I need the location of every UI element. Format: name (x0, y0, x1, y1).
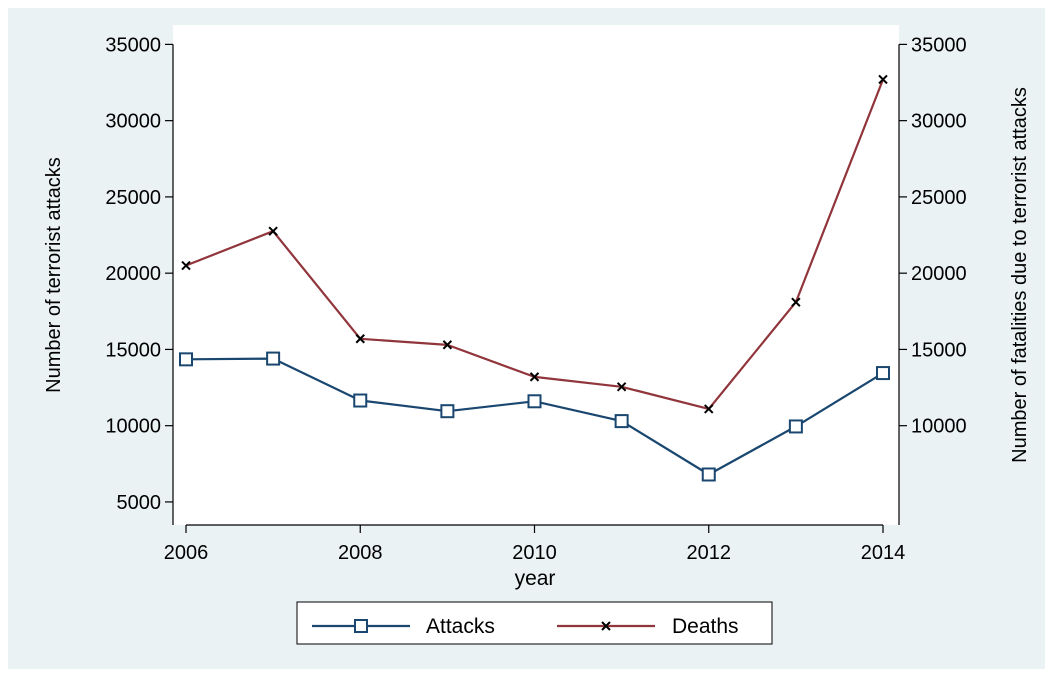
left-y-tick-label: 35000 (105, 34, 161, 56)
data-point-attacks (788, 419, 803, 434)
data-point-attacks (179, 352, 193, 367)
plot-area (173, 25, 899, 525)
data-point-attacks (876, 366, 890, 381)
right-y-tick-label: 20000 (911, 263, 967, 285)
x-tick-label: 2014 (861, 542, 906, 564)
data-point-attacks (701, 467, 716, 482)
legend-label: Deaths (672, 615, 739, 638)
data-point-deaths (442, 340, 453, 350)
data-point-attacks (527, 394, 542, 409)
series-attacks (179, 351, 890, 482)
data-point-deaths (355, 334, 365, 344)
data-point-deaths (616, 382, 627, 392)
legend-box (296, 601, 773, 645)
data-point-deaths (268, 226, 278, 236)
legend-item-deaths: Deaths (557, 615, 739, 638)
legend-label: Attacks (426, 615, 495, 638)
data-point-attacks (440, 404, 455, 419)
left-y-tick-label: 10000 (105, 416, 161, 438)
left-y-tick-label: 15000 (105, 339, 161, 361)
data-point-deaths (181, 260, 191, 271)
x-tick-label: 2010 (512, 542, 557, 564)
right-y-tick-label: 25000 (911, 187, 967, 209)
series-deaths (181, 74, 888, 414)
data-point-deaths (791, 297, 801, 307)
data-point-deaths (878, 74, 888, 85)
right-y-axis-label: Number of fatalities due to terrorist at… (1009, 87, 1031, 463)
data-point-deaths (704, 404, 714, 414)
series-layer (179, 74, 890, 482)
right-y-tick-label: 15000 (911, 339, 967, 361)
right-y-tick-label: 35000 (911, 34, 967, 56)
data-point-deaths (529, 372, 540, 382)
left-y-tick-label: 20000 (105, 263, 161, 285)
legend-swatch-marker (354, 619, 368, 633)
legend-item-attacks: Attacks (312, 615, 495, 638)
left-y-axis-label: Number of terrorist attacks (43, 157, 65, 393)
data-point-attacks (353, 393, 368, 408)
legend: Attacks Deaths (296, 601, 773, 645)
data-point-attacks (614, 414, 629, 429)
right-y-tick-label: 10000 (911, 416, 967, 438)
left-y-tick-label: 5000 (117, 492, 162, 514)
x-tick-label: 2008 (338, 542, 383, 564)
x-axis-label: year (515, 567, 556, 590)
left-y-tick-label: 25000 (105, 187, 161, 209)
left-y-tick-label: 30000 (105, 111, 161, 133)
legend-swatch-marker (601, 621, 611, 631)
axes: 5000 10000 15000 20000 25000 30000 35000 10000 1… (105, 34, 966, 564)
right-y-tick-label: 30000 (911, 111, 967, 133)
data-point-attacks (266, 351, 281, 366)
x-tick-label: 2012 (687, 542, 732, 564)
x-tick-label: 2006 (164, 542, 209, 564)
